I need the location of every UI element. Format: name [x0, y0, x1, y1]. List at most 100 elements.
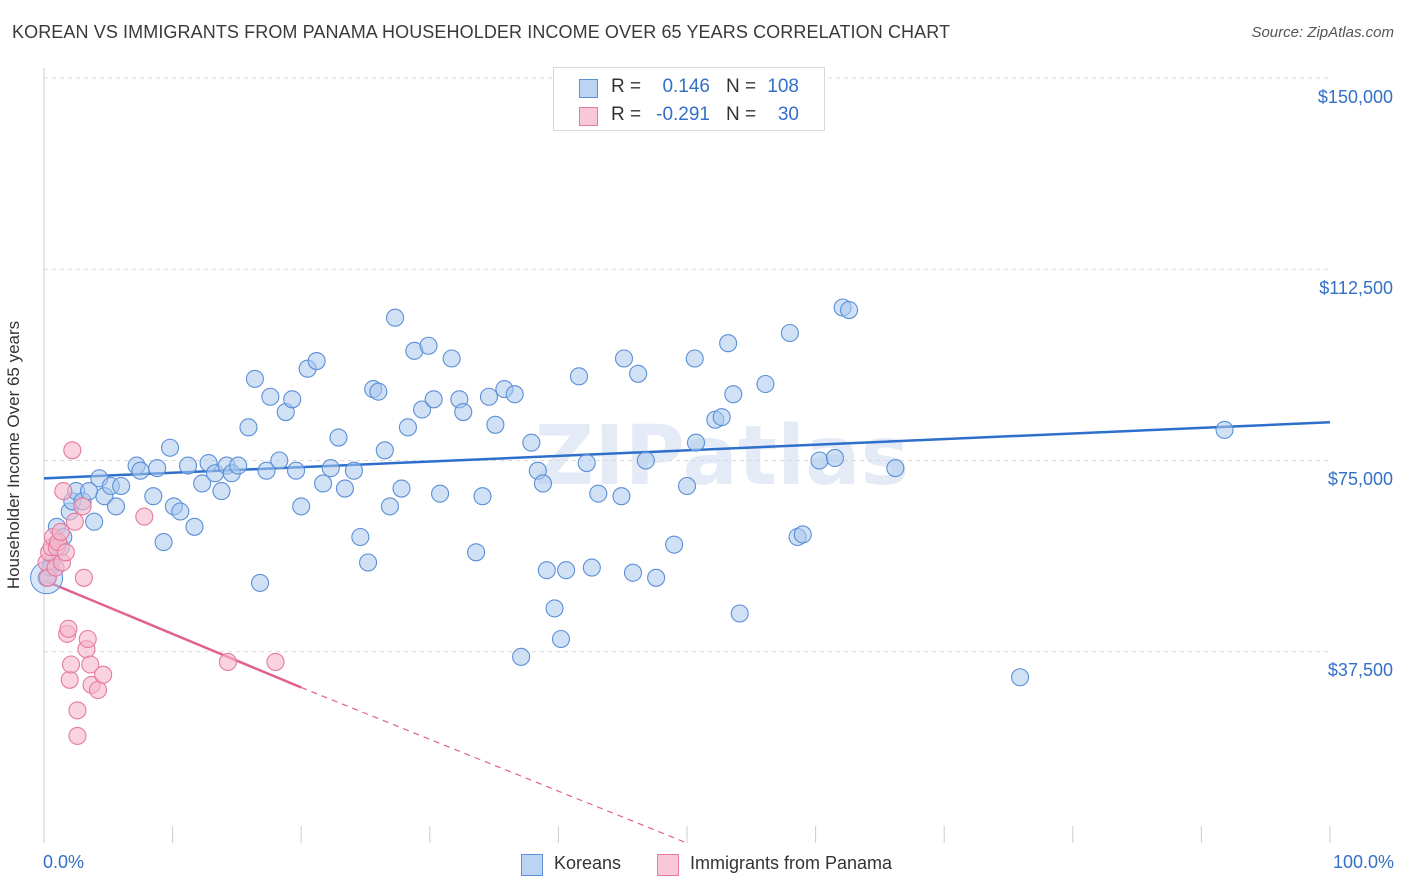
x-tick-label: 0.0% [43, 852, 85, 872]
korean-point [677, 476, 697, 496]
korean-point [712, 408, 731, 427]
korean-point [582, 558, 601, 577]
panama-point [135, 507, 154, 526]
r-label: R = [611, 76, 642, 97]
korean-point [380, 497, 399, 516]
n-value: 108 [767, 76, 799, 97]
legend-label: Immigrants from Panama [690, 853, 893, 873]
korean-point [307, 351, 326, 371]
korean-point [589, 484, 608, 503]
korean-point [505, 385, 524, 404]
stats-box: R = 0.146 N = 108 R = -0.291 N = 30 [553, 67, 825, 131]
korean-point [369, 382, 388, 401]
panama-swatch [579, 107, 598, 126]
korean-point [171, 502, 190, 521]
panama-point [56, 543, 75, 562]
korean-point [131, 461, 150, 480]
korean-point [886, 459, 905, 478]
korean-point [473, 487, 492, 506]
axes [43, 68, 1331, 843]
korean-point [287, 461, 306, 480]
korean-point [239, 418, 258, 437]
y-tick-label: $37,500 [1327, 660, 1393, 680]
panama-point [81, 655, 100, 674]
korean-point [522, 433, 541, 452]
koreans-legend-swatch [521, 854, 543, 876]
korean-point [629, 364, 648, 383]
korean-point [85, 512, 104, 531]
korean-point [250, 573, 270, 592]
korean-point [335, 479, 354, 498]
panama-legend-swatch [657, 854, 679, 876]
korean-point [577, 453, 596, 473]
korean-point [724, 385, 743, 404]
korean-point [479, 387, 499, 406]
korean-point [185, 517, 204, 536]
panama-point [218, 652, 237, 672]
korean-point [442, 349, 461, 368]
korean-point [569, 367, 589, 386]
panama-trend-extension [300, 686, 688, 844]
korean-point [148, 459, 167, 478]
korean-point [665, 535, 684, 554]
r-label: R = [611, 104, 642, 125]
y-axis-label: Householder Income Over 65 years [4, 320, 23, 590]
n-label: N = [726, 104, 757, 125]
legend-label: Koreans [554, 853, 622, 873]
korean-point [551, 629, 571, 649]
panama-point [94, 665, 113, 684]
korean-point [647, 568, 666, 587]
panama-point [266, 652, 285, 672]
korean-point [283, 390, 302, 409]
korean-point [144, 487, 163, 506]
korean-point [780, 323, 799, 343]
panama-trend-line [43, 579, 302, 689]
stats-row-panama: R = -0.291 N = 30 [554, 100, 824, 128]
korean-point [270, 451, 289, 470]
stats-row-koreans: R = 0.146 N = 108 [554, 72, 824, 100]
korean-point [793, 525, 812, 544]
korean-point [685, 349, 704, 368]
korean-point [375, 441, 394, 460]
n-value: 30 [777, 104, 799, 125]
korean-point [810, 451, 829, 470]
korean-point [1011, 668, 1030, 687]
panama-point [65, 512, 84, 531]
korean-point [730, 604, 749, 623]
korean-point [419, 336, 438, 355]
panama-point [74, 568, 93, 587]
korean-point [359, 553, 378, 572]
korean-point [537, 561, 556, 580]
grid-lines [44, 77, 1330, 653]
korean-point [329, 428, 348, 447]
korean-point [392, 479, 411, 498]
r-value: 0.146 [662, 76, 710, 97]
y-tick-label: $112,500 [1319, 278, 1393, 298]
korean-point [431, 484, 450, 503]
korean-point [154, 533, 173, 552]
korean-point [512, 647, 531, 666]
korean-point [292, 497, 311, 516]
korean-point [454, 402, 473, 422]
korean-point [1215, 420, 1234, 439]
korean-point [112, 476, 131, 496]
panama-point [54, 482, 73, 501]
korean-point [825, 448, 844, 468]
korean-point [321, 459, 340, 478]
panama-point [63, 441, 82, 460]
panama-point [73, 497, 92, 516]
korean-point [257, 461, 276, 480]
korean-point [612, 487, 631, 506]
korean-point [212, 482, 231, 501]
korean-point [344, 461, 363, 480]
panama-point [88, 680, 108, 700]
korean-point [557, 561, 576, 580]
panama-point [68, 701, 87, 720]
korean-point [386, 308, 405, 327]
korean-point [398, 418, 417, 437]
korean-point [839, 300, 859, 320]
r-value: -0.291 [656, 104, 710, 125]
x-tick-label: 100.0% [1332, 852, 1394, 872]
y-tick-label: $150,000 [1317, 87, 1393, 107]
